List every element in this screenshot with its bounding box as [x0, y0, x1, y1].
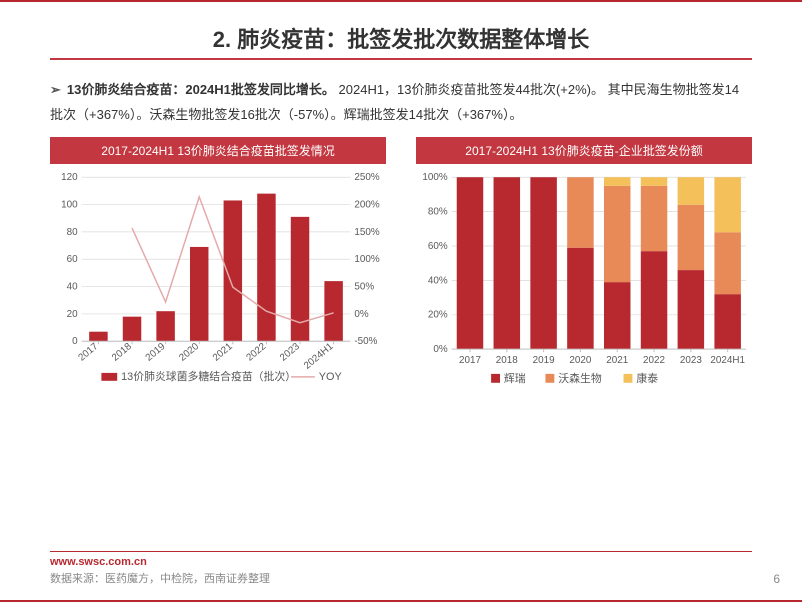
svg-text:150%: 150%	[354, 227, 379, 238]
svg-text:沃森生物: 沃森生物	[558, 371, 602, 385]
footer-url: www.swsc.com.cn	[50, 556, 270, 568]
svg-text:0%: 0%	[354, 309, 368, 320]
svg-text:2024H1: 2024H1	[302, 341, 336, 372]
svg-text:250%: 250%	[354, 173, 379, 184]
svg-text:2021: 2021	[211, 341, 235, 364]
chart1-wrap: 2017-2024H1 13价肺炎结合疫苗批签发情况 0 20 40 60 80 100 1…	[50, 137, 386, 390]
svg-text:2018: 2018	[496, 355, 518, 366]
svg-text:20%: 20%	[428, 310, 448, 321]
svg-text:2018: 2018	[110, 341, 134, 364]
svg-text:60: 60	[67, 255, 78, 266]
svg-text:2022: 2022	[643, 355, 665, 366]
svg-text:200%: 200%	[354, 200, 379, 211]
svg-text:2019: 2019	[533, 355, 555, 366]
chart2-wrap: 2017-2024H1 13价肺炎疫苗-企业批签发份额 0% 20% 40% 60% 8…	[416, 137, 752, 390]
footer-divider	[50, 551, 752, 552]
chart1-area: 0 20 40 60 80 100 120 -50% 0% 50% 100% 150% 200% 250%…	[50, 170, 386, 390]
svg-text:2024H1: 2024H1	[710, 355, 745, 366]
svg-text:20: 20	[67, 309, 78, 320]
svg-text:13价肺炎球菌多糖结合疫苗（批次）: 13价肺炎球菌多糖结合疫苗（批次）	[121, 369, 296, 383]
svg-text:-50%: -50%	[354, 337, 377, 348]
svg-text:40: 40	[67, 282, 78, 293]
footer: www.swsc.com.cn 数据来源：医药魔方，中检院，西南证券整理	[50, 556, 270, 586]
svg-text:80%: 80%	[428, 207, 448, 218]
chart2-area: 0% 20% 40% 60% 80% 100% 2017 2018 2019 2020 2021 20…	[416, 170, 752, 390]
svg-text:120: 120	[61, 173, 78, 184]
svg-text:100%: 100%	[422, 173, 447, 184]
page-title: 2. 肺炎疫苗：批签发批次数据整体增长	[50, 22, 752, 54]
svg-text:40%: 40%	[428, 276, 448, 287]
body-text: ➢13价肺炎结合疫苗：2024H1批签发同比增长。 2024H1，13价肺炎疫苗…	[50, 78, 752, 127]
svg-text:0%: 0%	[433, 345, 447, 356]
svg-text:YOY: YOY	[319, 371, 342, 383]
svg-text:0: 0	[72, 337, 78, 348]
svg-text:2017: 2017	[76, 341, 100, 364]
svg-text:辉瑞: 辉瑞	[504, 372, 526, 385]
svg-text:2019: 2019	[144, 341, 168, 364]
svg-text:2020: 2020	[177, 341, 201, 364]
svg-text:2021: 2021	[606, 355, 628, 366]
svg-text:100%: 100%	[354, 255, 379, 266]
svg-text:2023: 2023	[278, 341, 302, 364]
svg-text:50%: 50%	[354, 282, 374, 293]
chart1-svg: 0 20 40 60 80 100 120 -50% 0% 50% 100% 150% 200% 250%…	[50, 170, 386, 390]
svg-text:60%: 60%	[428, 241, 448, 252]
svg-text:80: 80	[67, 227, 78, 238]
svg-text:2017: 2017	[459, 355, 481, 366]
svg-text:2020: 2020	[569, 355, 591, 366]
svg-text:康泰: 康泰	[636, 371, 658, 385]
chart2-svg: 0% 20% 40% 60% 80% 100% 2017 2018 2019 2020 2021 20…	[416, 170, 752, 390]
footer-source: 数据来源：医药魔方，中检院，西南证券整理	[50, 570, 270, 586]
svg-text:100: 100	[61, 200, 78, 211]
svg-text:2023: 2023	[680, 355, 702, 366]
title-underline	[50, 58, 752, 60]
chart1-header: 2017-2024H1 13价肺炎结合疫苗批签发情况	[50, 137, 386, 164]
bullet-arrow: ➢	[50, 82, 61, 97]
svg-text:2022: 2022	[244, 341, 268, 364]
chart2-header: 2017-2024H1 13价肺炎疫苗-企业批签发份额	[416, 137, 752, 164]
page-number: 6	[773, 572, 780, 586]
body-lead: 13价肺炎结合疫苗：2024H1批签发同比增长。	[67, 82, 335, 97]
